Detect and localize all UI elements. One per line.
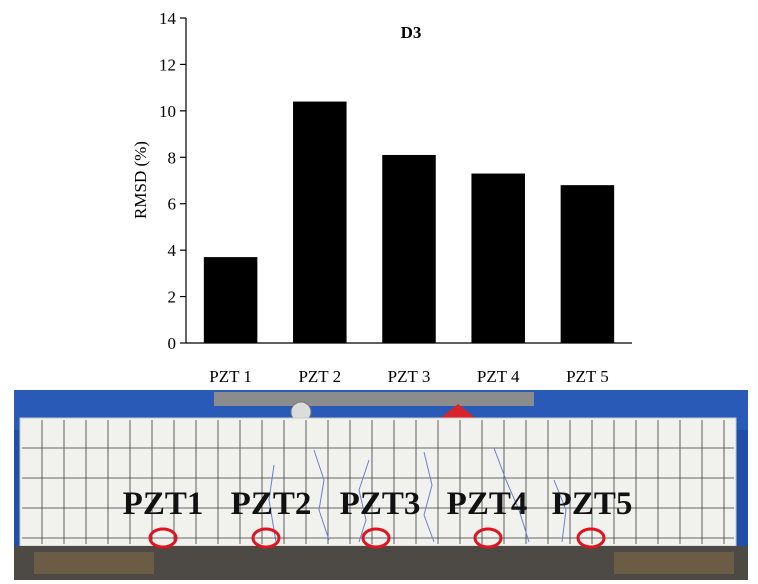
sensor-label-1: PZT1 xyxy=(123,486,204,522)
bar-5 xyxy=(560,185,615,343)
x-axis: PZT 1 PZT 2 PZT 3 PZT 4 PZT 5 xyxy=(209,367,608,386)
beam-grid xyxy=(22,420,734,544)
y-tick-label-6: 12 xyxy=(159,55,176,74)
sensor-marker-5 xyxy=(576,527,606,549)
bar-2 xyxy=(293,101,347,343)
sensor-labels: PZT1 PZT2 PZT3 PZT4 PZT5 xyxy=(123,486,633,522)
y-tick-label-5: 10 xyxy=(159,102,176,121)
y-tick-label-7: 14 xyxy=(159,9,177,28)
sensor-label-4: PZT4 xyxy=(447,486,528,522)
x-tick-label-1: PZT 1 xyxy=(209,367,252,386)
y-tick-label-4: 8 xyxy=(168,148,177,167)
crack-marks xyxy=(268,447,567,543)
y-tick-label-2: 4 xyxy=(168,241,177,260)
x-tick-label-4: PZT 4 xyxy=(477,367,520,386)
concrete-beam xyxy=(19,417,737,547)
x-tick-label-3: PZT 3 xyxy=(388,367,431,386)
sensor-marker-3 xyxy=(361,527,391,549)
sensor-marker-4 xyxy=(473,527,503,549)
bar-series xyxy=(203,101,615,343)
bar-4 xyxy=(471,173,525,343)
y-tick-label-1: 2 xyxy=(168,288,177,307)
right-support xyxy=(614,552,734,574)
sensor-markers xyxy=(148,527,606,549)
chart-title: D3 xyxy=(401,23,422,42)
sensor-label-2: PZT2 xyxy=(231,486,312,522)
left-support xyxy=(34,552,154,574)
sensor-label-3: PZT3 xyxy=(340,486,421,522)
y-axis-label: RMSD (%) xyxy=(131,141,150,219)
bar-1 xyxy=(203,257,258,343)
sensor-marker-2 xyxy=(251,527,281,549)
y-tick-label-0: 0 xyxy=(168,334,177,353)
sensor-label-5: PZT5 xyxy=(552,486,633,522)
red-plate-icon xyxy=(438,404,478,420)
beam-photo: PZT1 PZT2 PZT3 PZT4 PZT5 xyxy=(14,390,748,580)
bar-3 xyxy=(382,154,436,343)
x-tick-label-2: PZT 2 xyxy=(298,367,341,386)
y-axis: 0 2 4 6 8 10 12 14 xyxy=(159,9,186,353)
x-tick-label-5: PZT 5 xyxy=(566,367,609,386)
loading-frame xyxy=(214,392,534,406)
sensor-marker-1 xyxy=(148,527,178,549)
y-tick-label-3: 6 xyxy=(168,195,177,214)
